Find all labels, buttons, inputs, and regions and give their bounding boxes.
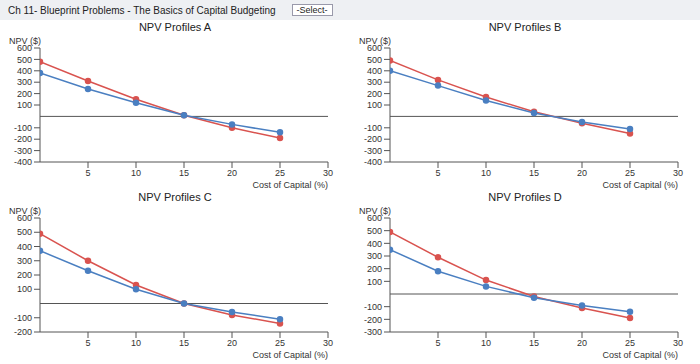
svg-text:-100: -100 (14, 313, 32, 323)
svg-text:-200: -200 (364, 134, 382, 144)
svg-text:-100: -100 (14, 123, 32, 133)
svg-text:30: 30 (323, 168, 333, 178)
html-text:NPV Profiles D: NPV Profiles D (488, 191, 562, 203)
svg-text:200: 200 (367, 89, 382, 99)
svg-text:15: 15 (179, 338, 189, 348)
svg-text:100: 100 (17, 284, 32, 294)
svg-text:25: 25 (625, 168, 635, 178)
svg-text:10: 10 (131, 168, 141, 178)
svg-text:15: 15 (529, 168, 539, 178)
svg-text:-100: -100 (364, 123, 382, 133)
svg-text:600: 600 (367, 213, 382, 224)
svg-text:-300: -300 (364, 146, 382, 156)
svg-text:5: 5 (85, 168, 90, 178)
svg-text:5: 5 (435, 338, 440, 348)
svg-text:20: 20 (577, 168, 587, 178)
svg-text:10: 10 (481, 338, 491, 348)
svg-text:NPV ($): NPV ($) (359, 36, 391, 46)
svg-text:NPV ($): NPV ($) (9, 206, 41, 216)
svg-text:Cost of Capital (%): Cost of Capital (%) (602, 350, 678, 360)
svg-text:30: 30 (673, 338, 683, 348)
svg-text:500: 500 (17, 55, 32, 65)
svg-text:NPV ($): NPV ($) (9, 36, 41, 46)
svg-text:15: 15 (179, 168, 189, 178)
svg-text:-200: -200 (14, 134, 32, 144)
svg-text:Cost of Capital (%): Cost of Capital (%) (602, 180, 678, 190)
svg-text:25: 25 (275, 338, 285, 348)
svg-text:30: 30 (673, 168, 683, 178)
svg-text:100: 100 (367, 100, 382, 110)
svg-text:Cost of Capital (%): Cost of Capital (%) (252, 180, 328, 190)
svg-text:400: 400 (367, 66, 382, 76)
svg-text:25: 25 (275, 168, 285, 178)
svg-text:400: 400 (17, 242, 32, 252)
svg-text:20: 20 (227, 338, 237, 348)
svg-text:600: 600 (17, 43, 32, 54)
svg-text:-300: -300 (14, 146, 32, 156)
svg-text:200: 200 (17, 270, 32, 280)
svg-text:20: 20 (577, 338, 587, 348)
svg-text:500: 500 (17, 227, 32, 237)
svg-text:-200: -200 (364, 315, 382, 325)
svg-text:200: 200 (17, 89, 32, 99)
svg-text:500: 500 (367, 226, 382, 236)
svg-text:NPV ($): NPV ($) (359, 206, 391, 216)
svg-text:300: 300 (17, 77, 32, 87)
svg-text:-400: -400 (364, 157, 382, 167)
svg-text:400: 400 (367, 239, 382, 249)
svg-text:25: 25 (625, 338, 635, 348)
svg-text:-100: -100 (364, 302, 382, 312)
svg-text:500: 500 (367, 55, 382, 65)
html-text:NPV Profiles C: NPV Profiles C (138, 191, 212, 203)
svg-text:5: 5 (85, 338, 90, 348)
svg-text:200: 200 (367, 264, 382, 274)
svg-text:300: 300 (17, 256, 32, 266)
svg-text:-300: -300 (364, 327, 382, 337)
svg-text:100: 100 (17, 100, 32, 110)
svg-text:10: 10 (131, 338, 141, 348)
svg-text:-200: -200 (14, 327, 32, 337)
svg-text:400: 400 (17, 66, 32, 76)
svg-text:Cost of Capital (%): Cost of Capital (%) (252, 350, 328, 360)
svg-text:15: 15 (529, 338, 539, 348)
svg-text:10: 10 (481, 168, 491, 178)
svg-text:600: 600 (17, 213, 32, 224)
html-text:NPV Profiles A: NPV Profiles A (138, 21, 212, 33)
svg-text:100: 100 (367, 277, 382, 287)
svg-text:20: 20 (227, 168, 237, 178)
svg-text:30: 30 (323, 338, 333, 348)
svg-text:300: 300 (367, 77, 382, 87)
svg-text:300: 300 (367, 251, 382, 261)
html-text:-Select-: -Select- (296, 5, 328, 15)
svg-text:-400: -400 (14, 157, 32, 167)
html-text:NPV Profiles B: NPV Profiles B (488, 21, 562, 33)
svg-text:5: 5 (435, 168, 440, 178)
html-text:Ch 11- Blueprint Problems - Th: Ch 11- Blueprint Problems - The Basics o… (8, 4, 276, 16)
svg-text:600: 600 (367, 43, 382, 54)
